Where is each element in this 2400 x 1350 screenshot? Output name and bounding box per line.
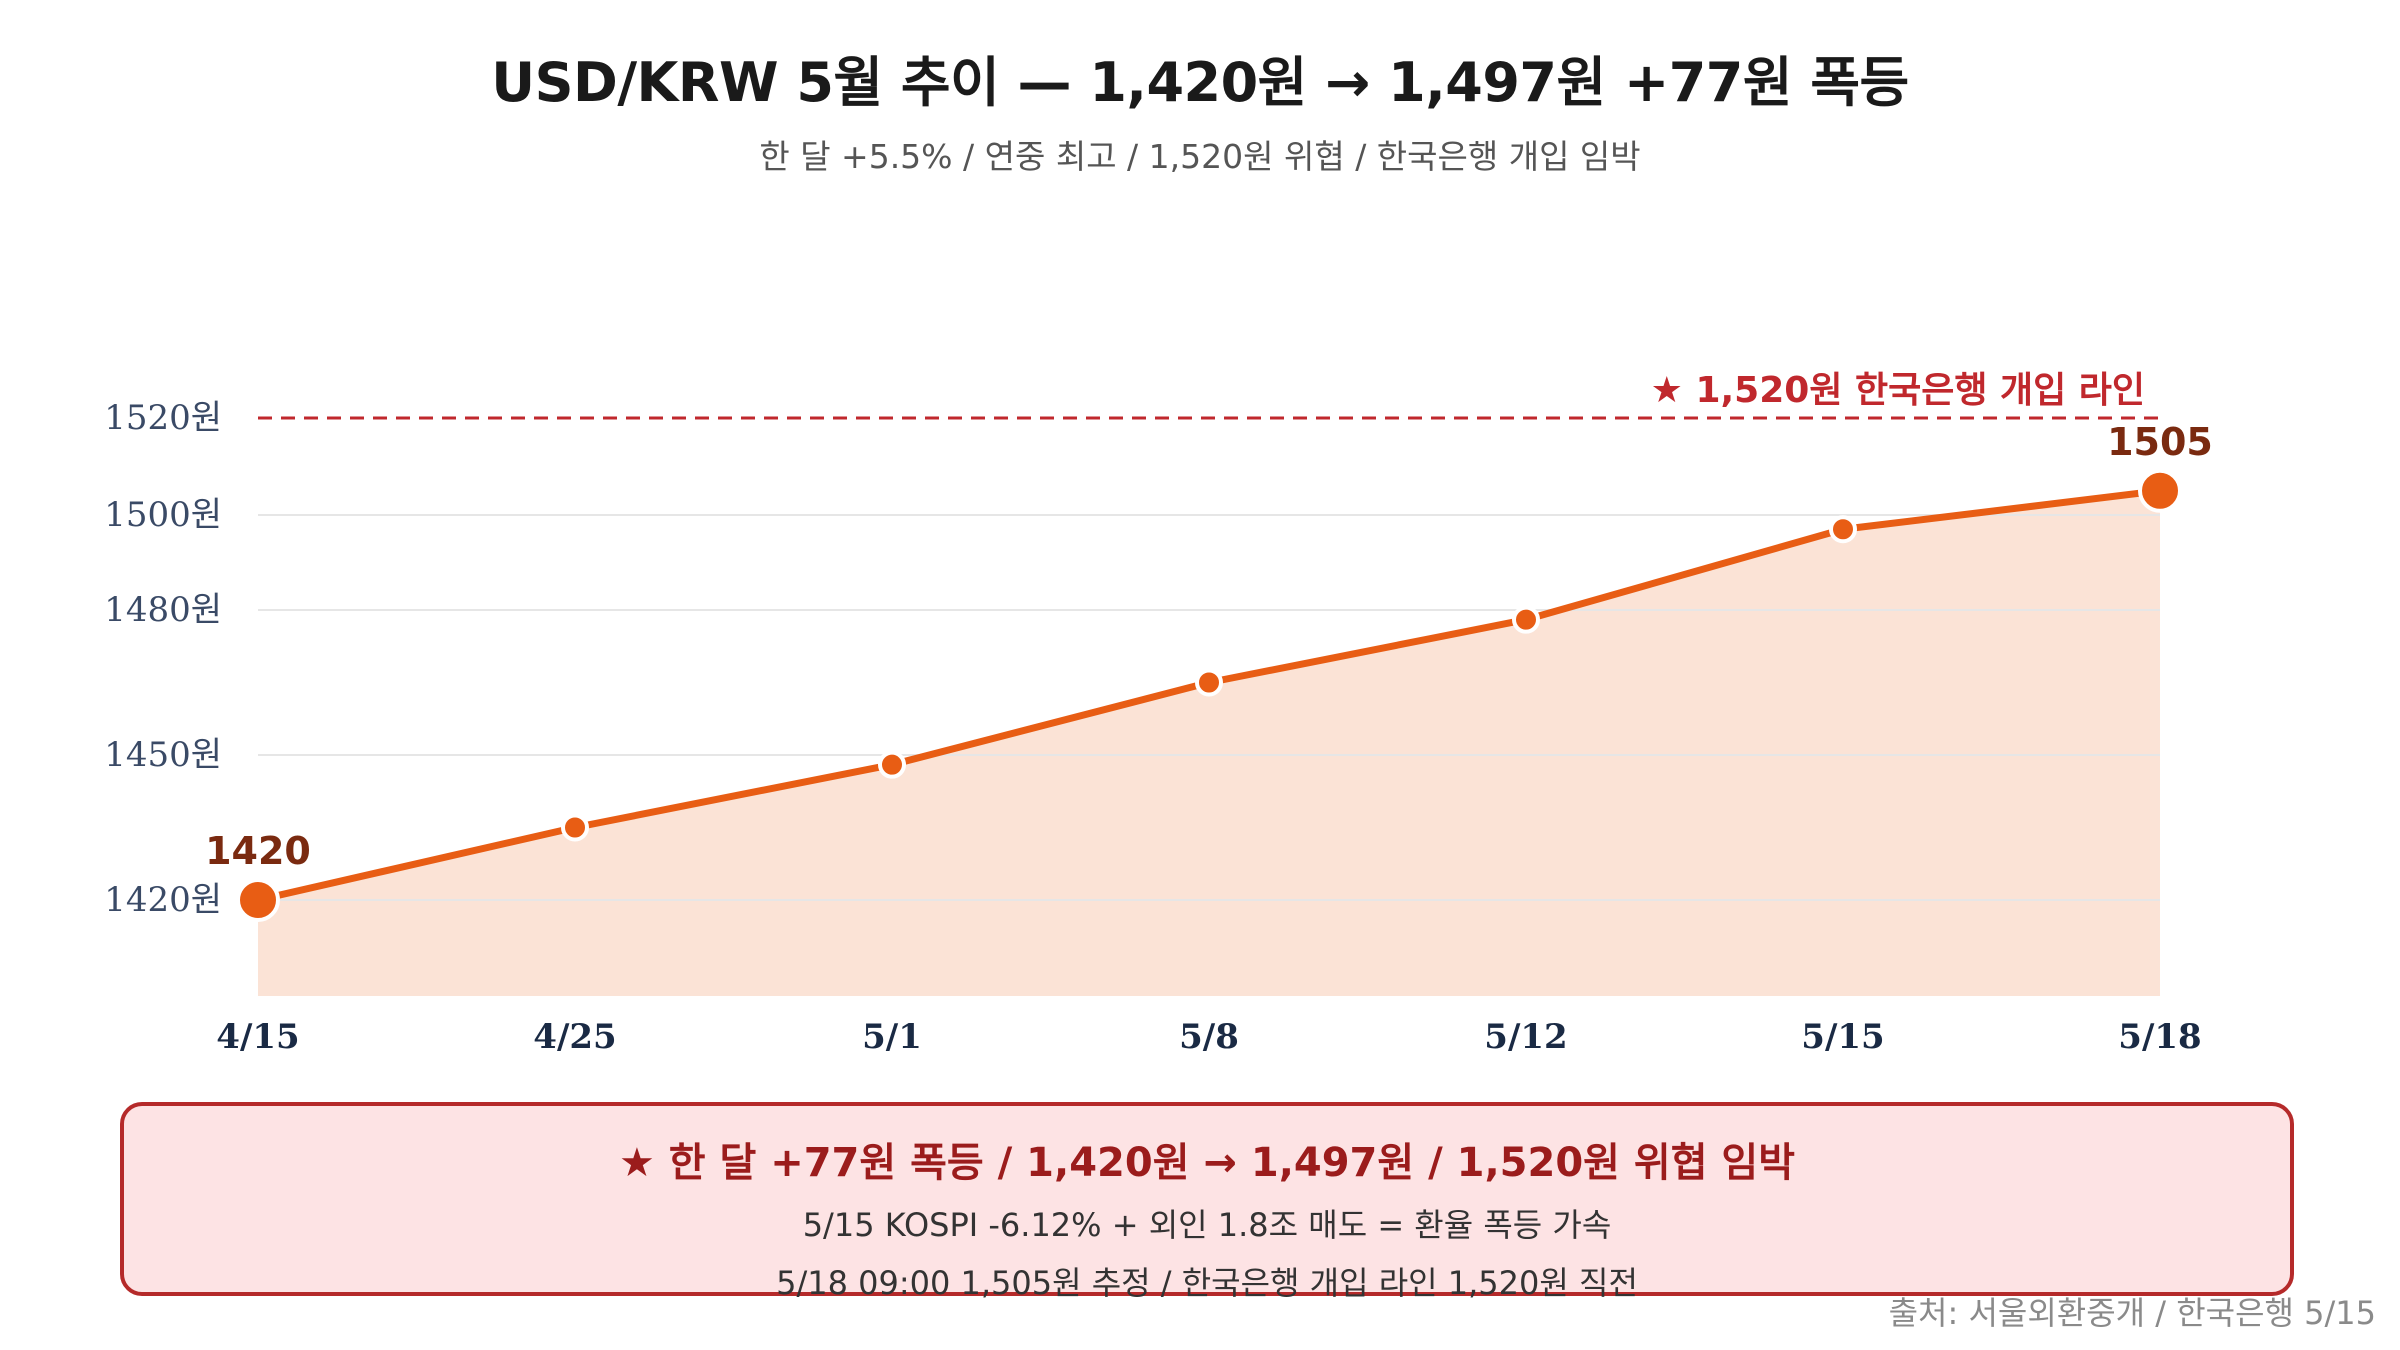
x-tick-label-5-1: 5/1 [862,1017,922,1057]
x-tick-label-4-15: 4/15 [216,1017,299,1057]
summary-callout: ★ 한 달 +77원 폭등 / 1,420원 → 1,497원 / 1,520원… [120,1102,2294,1302]
y-tick-label-1500: 1500원 [104,495,222,535]
chart-subtitle: 한 달 +5.5% / 연중 최고 / 1,520원 위협 / 한국은행 개입 … [759,137,1641,176]
data-point-4-25 [561,813,589,842]
callout-headline: ★ 한 달 +77원 폭등 / 1,420원 → 1,497원 / 1,520원… [618,1140,1796,1186]
data-point-5-18 [2138,468,2182,513]
x-tick-label-5-12: 5/12 [1484,1017,1567,1057]
x-tick-label-5-18: 5/18 [2118,1017,2201,1057]
chart-title: USD/KRW 5월 추이 — 1,420원 → 1,497원 +77원 폭등 [491,51,1909,114]
callout-line-1: 5/15 KOSPI -6.12% + 외인 1.8조 매도 = 환율 폭등 가… [802,1206,1612,1244]
x-tick-label-4-25: 4/25 [533,1017,616,1057]
x-tick-label-5-15: 5/15 [1801,1017,1884,1057]
data-point-5-8 [1195,668,1223,697]
point-label-1420: 1420 [205,829,311,873]
data-point-4-15 [236,878,280,922]
reference-line-label: ★ 1,520원 한국은행 개입 라인 [1651,370,2145,411]
y-tick-label-1520: 1520원 [104,398,222,438]
source-note: 출처: 서울외환중개 / 한국은행 5/15 [1888,1294,2376,1332]
callout-line-2: 5/18 09:00 1,505원 추정 / 한국은행 개입 라인 1,520원… [776,1264,1638,1302]
y-tick-label-1420: 1420원 [104,880,222,920]
area-fill [258,490,2160,996]
data-point-5-15 [1829,515,1857,544]
y-tick-label-1450: 1450원 [104,735,222,775]
data-point-5-1 [878,750,906,779]
point-label-1505: 1505 [2107,420,2213,464]
usd-krw-area-chart: 1420원 1450원 1480원 1500원 1520원 ★ 1,520원 한국은행 개… [104,370,2213,1057]
y-tick-label-1480: 1480원 [104,590,222,630]
x-tick-label-5-8: 5/8 [1179,1017,1239,1057]
data-point-5-12 [1512,605,1540,634]
